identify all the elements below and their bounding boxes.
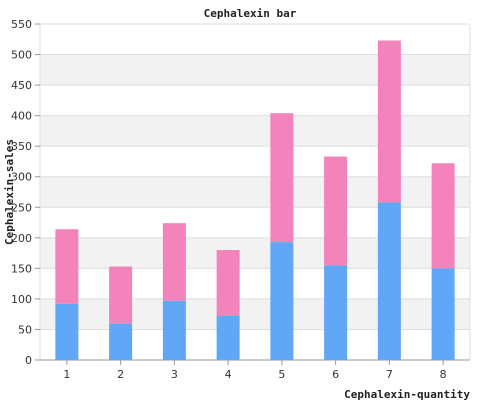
y-axis-label: Cephalexin-sales	[3, 139, 16, 245]
x-tick-label: 1	[63, 368, 70, 381]
bar-segment-1	[324, 265, 348, 360]
x-tick-label: 5	[278, 368, 285, 381]
grid-band	[40, 176, 470, 208]
bar-segment-1	[216, 316, 240, 360]
x-tick-label: 2	[117, 368, 124, 381]
bar-segment-2	[377, 40, 401, 203]
y-tick-label: 450	[11, 79, 32, 92]
bar-segment-2	[216, 250, 240, 317]
y-tick-label: 400	[11, 110, 32, 123]
bar-segment-2	[162, 223, 186, 301]
bar-segment-1	[55, 303, 79, 360]
x-tick-label: 8	[440, 368, 447, 381]
grid-band	[40, 146, 470, 177]
y-tick-label: 150	[11, 262, 32, 275]
grid-band	[40, 24, 470, 55]
bar-segment-1	[109, 323, 133, 360]
grid-band	[40, 329, 470, 360]
x-axis: 1 2 3 4 5 6 7 8	[40, 359, 470, 381]
grid-band	[40, 54, 470, 86]
chart-title: Cephalexin bar	[204, 7, 297, 20]
y-tick-label: 550	[11, 18, 32, 31]
x-tick-label: 6	[332, 368, 339, 381]
grid-band	[40, 268, 470, 299]
y-tick-label: 350	[11, 140, 32, 153]
y-tick-label: 50	[18, 323, 32, 336]
bar-segment-1	[270, 242, 294, 360]
y-tick-label: 500	[11, 49, 32, 62]
y-tick-label: 250	[11, 201, 32, 214]
grid-band	[40, 207, 470, 238]
x-tick-label: 7	[386, 368, 393, 381]
y-tick-label: 300	[11, 171, 32, 184]
bar-segment-1	[431, 268, 455, 360]
bar-segment-2	[270, 113, 294, 243]
grid-band	[40, 115, 470, 147]
x-tick-label: 3	[171, 368, 178, 381]
bar-segment-1	[377, 202, 401, 360]
grid-band	[40, 298, 470, 330]
bars	[55, 40, 455, 360]
y-tick-label: 100	[11, 293, 32, 306]
y-tick-label: 200	[11, 232, 32, 245]
bar-segment-2	[431, 163, 455, 269]
y-axis: 0 50 100 150 200 250 300 350 400 450 500 550	[11, 18, 40, 367]
bar-segment-2	[55, 229, 79, 304]
grid-bands	[39, 23, 471, 361]
x-axis-label: Cephalexin-quantity	[344, 388, 470, 400]
y-tick-label: 0	[25, 354, 32, 367]
bar-segment-2	[324, 156, 348, 266]
bar-segment-1	[162, 300, 186, 360]
x-tick-label: 4	[225, 368, 232, 381]
grid-band	[40, 85, 470, 116]
grid-band	[40, 237, 470, 269]
bar-segment-2	[109, 266, 133, 324]
